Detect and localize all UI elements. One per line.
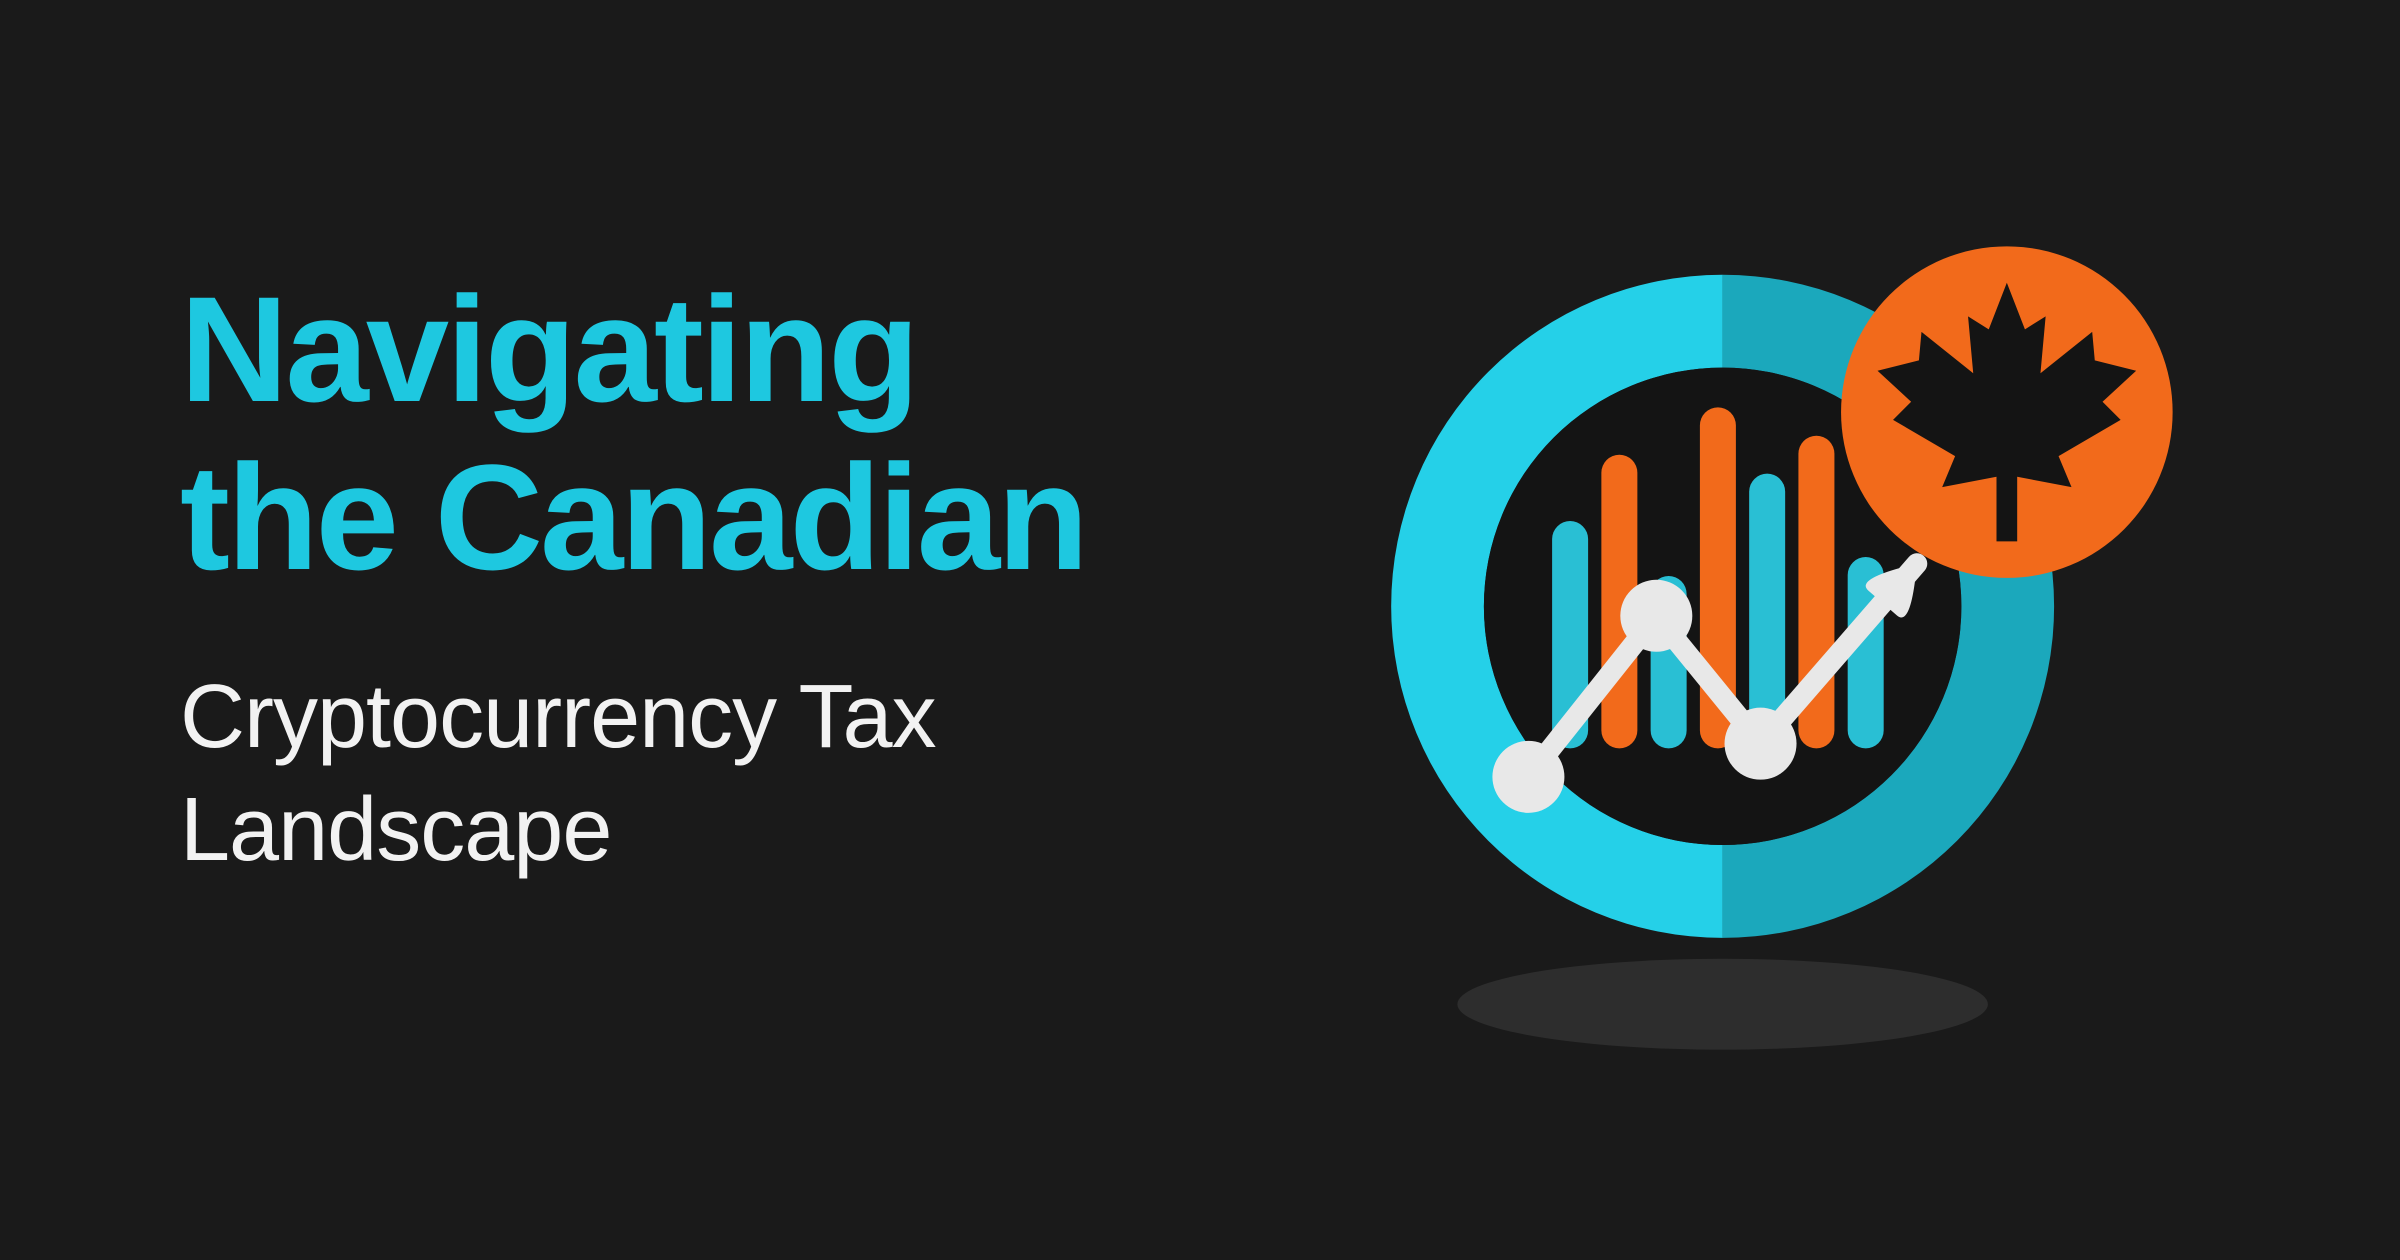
subtitle: Cryptocurrency Tax Landscape bbox=[180, 661, 1086, 886]
headline-line-1: Navigating bbox=[180, 265, 1086, 433]
subtitle-line-1: Cryptocurrency Tax bbox=[180, 661, 1086, 774]
line-dot bbox=[1725, 708, 1797, 780]
chart-graphic bbox=[1320, 180, 2220, 1080]
shadow-ellipse bbox=[1457, 959, 1988, 1050]
headline-line-2: the Canadian bbox=[180, 433, 1086, 601]
headline: Navigating the Canadian bbox=[180, 265, 1086, 601]
maple-leaf-badge bbox=[1841, 246, 2173, 578]
subtitle-line-2: Landscape bbox=[180, 774, 1086, 887]
line-dot bbox=[1620, 580, 1692, 652]
line-dot bbox=[1492, 741, 1564, 813]
text-block: Navigating the Canadian Cryptocurrency T… bbox=[180, 265, 1086, 886]
